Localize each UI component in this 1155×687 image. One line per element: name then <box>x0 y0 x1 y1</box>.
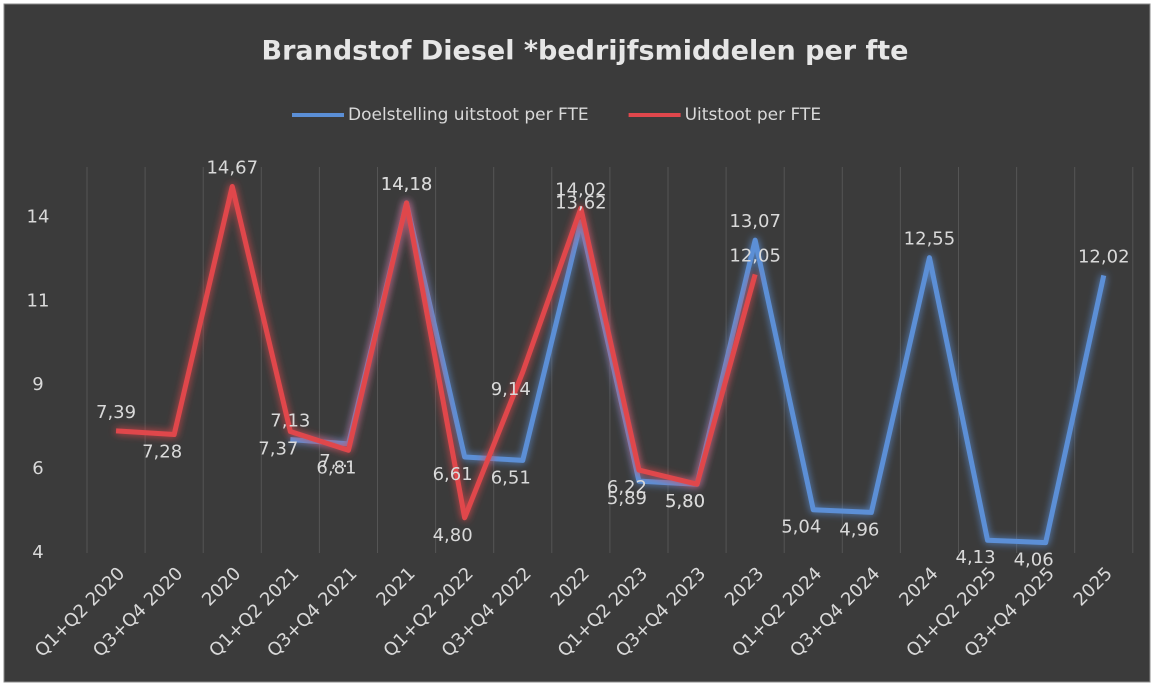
legend-label: Doelstelling uitstoot per FTE <box>348 105 589 125</box>
data-label: 9,14 <box>491 379 531 400</box>
data-label: 5,04 <box>781 517 821 538</box>
data-label: 5,80 <box>665 491 705 512</box>
data-label: 13,07 <box>729 211 781 232</box>
chart-title: Brandstof Diesel *bedrijfsmiddelen per f… <box>262 36 909 67</box>
data-label: 6,61 <box>433 464 473 485</box>
data-label: 12,02 <box>1078 246 1130 267</box>
data-label: 4,06 <box>1014 550 1054 571</box>
data-label: 7,39 <box>96 402 136 423</box>
data-label: 14,02 <box>555 179 607 200</box>
data-label: 4,13 <box>956 547 996 568</box>
data-label: 7,... <box>319 451 353 472</box>
legend-label: Uitstoot per FTE <box>685 105 821 125</box>
data-label: 6,51 <box>491 467 531 488</box>
data-label: 14,18 <box>381 174 433 195</box>
data-label: 4,96 <box>839 519 879 540</box>
data-label: 14,67 <box>206 157 258 178</box>
data-label: 12,55 <box>904 229 956 250</box>
data-label: 14,18 <box>381 174 433 195</box>
series-line <box>115 183 758 521</box>
data-label: 6,22 <box>607 477 647 498</box>
y-tick-label: 4 <box>32 542 43 563</box>
data-label: 7,28 <box>142 442 182 463</box>
data-label: 7,13 <box>270 411 310 432</box>
data-label: 7,37 <box>258 438 298 459</box>
data-label: 6,81 <box>316 457 356 478</box>
data-label: 5,80 <box>665 491 705 512</box>
y-tick-label: 9 <box>32 374 43 395</box>
y-tick-label: 11 <box>27 290 50 311</box>
data-label: 13,62 <box>555 193 607 214</box>
data-label: 5,89 <box>607 488 647 509</box>
y-tick-label: 6 <box>32 458 43 479</box>
y-tick-label: 14 <box>27 206 50 227</box>
data-label: 4,80 <box>433 525 473 546</box>
data-label: 12,05 <box>729 245 781 266</box>
